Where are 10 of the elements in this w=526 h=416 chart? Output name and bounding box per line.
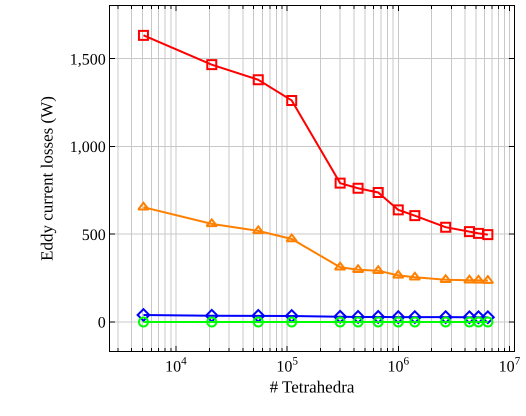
y-tick-label: 0 [98, 314, 106, 332]
y-tick-label: 500 [82, 226, 106, 244]
y-axis-title: Eddy current losses (W) [37, 96, 56, 261]
x-tick-label: 10$^{5}$ [276, 356, 298, 376]
x-tick-label: 10$^{7}$ [498, 356, 521, 376]
y-tick-label: 1,000 [70, 139, 106, 156]
x-axis-title: # Tetrahedra [270, 378, 355, 397]
y-tick-label: 1,500 [70, 51, 106, 68]
x-tick-label: 10$^{4}$ [165, 356, 188, 376]
x-tick-label: 10$^{6}$ [387, 356, 410, 376]
